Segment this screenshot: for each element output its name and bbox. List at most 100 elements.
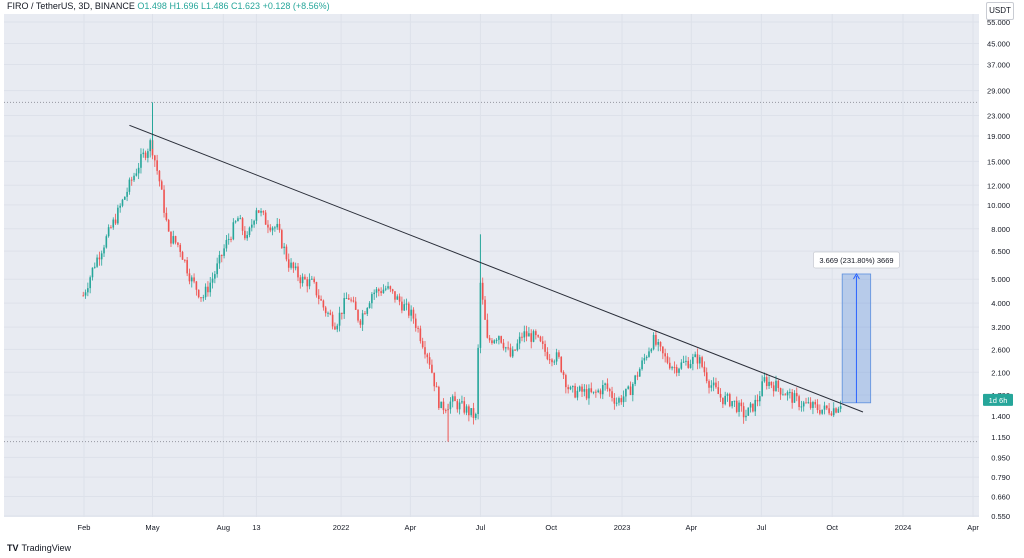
candle (671, 365, 673, 371)
candle (805, 397, 807, 404)
symbol-title[interactable]: FIRO / TetherUS, 3D, BINANCE (7, 1, 135, 11)
candle (465, 404, 468, 416)
candle-body (632, 384, 634, 395)
measure-tool[interactable]: 3.669 (231.80%) 3669 (813, 251, 900, 404)
candle-body (200, 297, 202, 299)
candle-body (128, 179, 131, 192)
candle (802, 400, 805, 412)
candle (264, 210, 267, 225)
candle-body (742, 406, 745, 418)
candle-body (535, 331, 537, 336)
candle (324, 305, 327, 317)
candle (82, 291, 85, 297)
candle-body (491, 340, 493, 344)
candle (317, 289, 320, 305)
candle (292, 261, 295, 273)
candle (632, 382, 634, 402)
candle (532, 329, 535, 343)
candle (571, 385, 574, 393)
candle-body (267, 224, 269, 228)
candle (710, 380, 713, 392)
trendline-drawing[interactable] (129, 124, 864, 413)
candle (535, 329, 537, 340)
candle-body (354, 301, 357, 310)
currency-button[interactable]: USDT (986, 2, 1014, 20)
candle (184, 259, 186, 263)
candle (659, 341, 662, 352)
candle-body (424, 347, 426, 355)
candle-body (581, 386, 583, 392)
candle-body (629, 386, 632, 395)
candle-body (731, 401, 733, 407)
candle-body (454, 396, 456, 402)
candle-body (571, 385, 574, 388)
candle (128, 177, 131, 195)
candle (581, 383, 583, 397)
price-tick-label: 15.000 (987, 157, 1010, 166)
candle-body (782, 394, 784, 396)
candle (133, 172, 135, 182)
candle-body (726, 394, 729, 396)
candle-body (433, 372, 436, 387)
candle-body (756, 399, 759, 402)
candle (320, 295, 322, 301)
candle (662, 346, 664, 360)
candle-body (294, 266, 297, 269)
candle (749, 402, 752, 413)
candle-body (89, 277, 91, 289)
candle (398, 293, 401, 306)
candle (241, 217, 244, 236)
candle-body (170, 231, 172, 244)
candle (290, 258, 292, 270)
time-tick-label: Jul (757, 523, 767, 532)
candle-body (620, 398, 623, 403)
candle (322, 299, 325, 311)
time-tick-label: 2024 (895, 523, 912, 532)
candle-body (816, 404, 819, 411)
candle-body (177, 242, 179, 245)
candle-body (269, 227, 272, 231)
candle-body (664, 353, 666, 357)
candle-body (179, 244, 182, 252)
candle-body (622, 396, 625, 403)
candle (675, 364, 678, 377)
candle (604, 382, 606, 391)
candle (130, 176, 133, 186)
candle (167, 218, 170, 232)
candle (565, 373, 567, 394)
candle-body (444, 410, 447, 412)
price-tick-label: 2.600 (991, 345, 1010, 354)
candle-body (472, 408, 475, 418)
candle-body (232, 222, 235, 240)
candle (456, 398, 459, 413)
candle (336, 323, 339, 333)
candle-body (511, 349, 514, 357)
candle (246, 231, 248, 241)
candle (567, 384, 569, 394)
candle-body (786, 392, 789, 396)
candle-body (214, 274, 216, 279)
tradingview-logo-icon: TV (7, 543, 19, 553)
candle (338, 306, 341, 332)
candle-body (546, 351, 549, 360)
candle-body (837, 408, 840, 413)
candle (230, 236, 232, 243)
candle (611, 386, 613, 402)
x-axis[interactable]: Feb May Aug 13 2022 Apr Jul Oct 2023 Apr Jul Oct 202… (78, 523, 980, 532)
candle (793, 390, 796, 403)
candle (361, 309, 364, 331)
candle (835, 407, 837, 414)
candle (523, 325, 526, 343)
y-axis[interactable]: 55.000 45.000 37.000 29.000 23.000 19.000 15.0… (979, 0, 1024, 558)
candle-body (738, 402, 740, 412)
candle (123, 196, 126, 201)
candle (262, 210, 265, 216)
candle-body (481, 282, 484, 300)
candle (234, 220, 237, 224)
candle-body (761, 381, 763, 397)
candle-body (117, 207, 119, 224)
price-tick-label: 0.790 (991, 473, 1010, 482)
candle (366, 307, 369, 317)
candle-body (366, 307, 369, 314)
